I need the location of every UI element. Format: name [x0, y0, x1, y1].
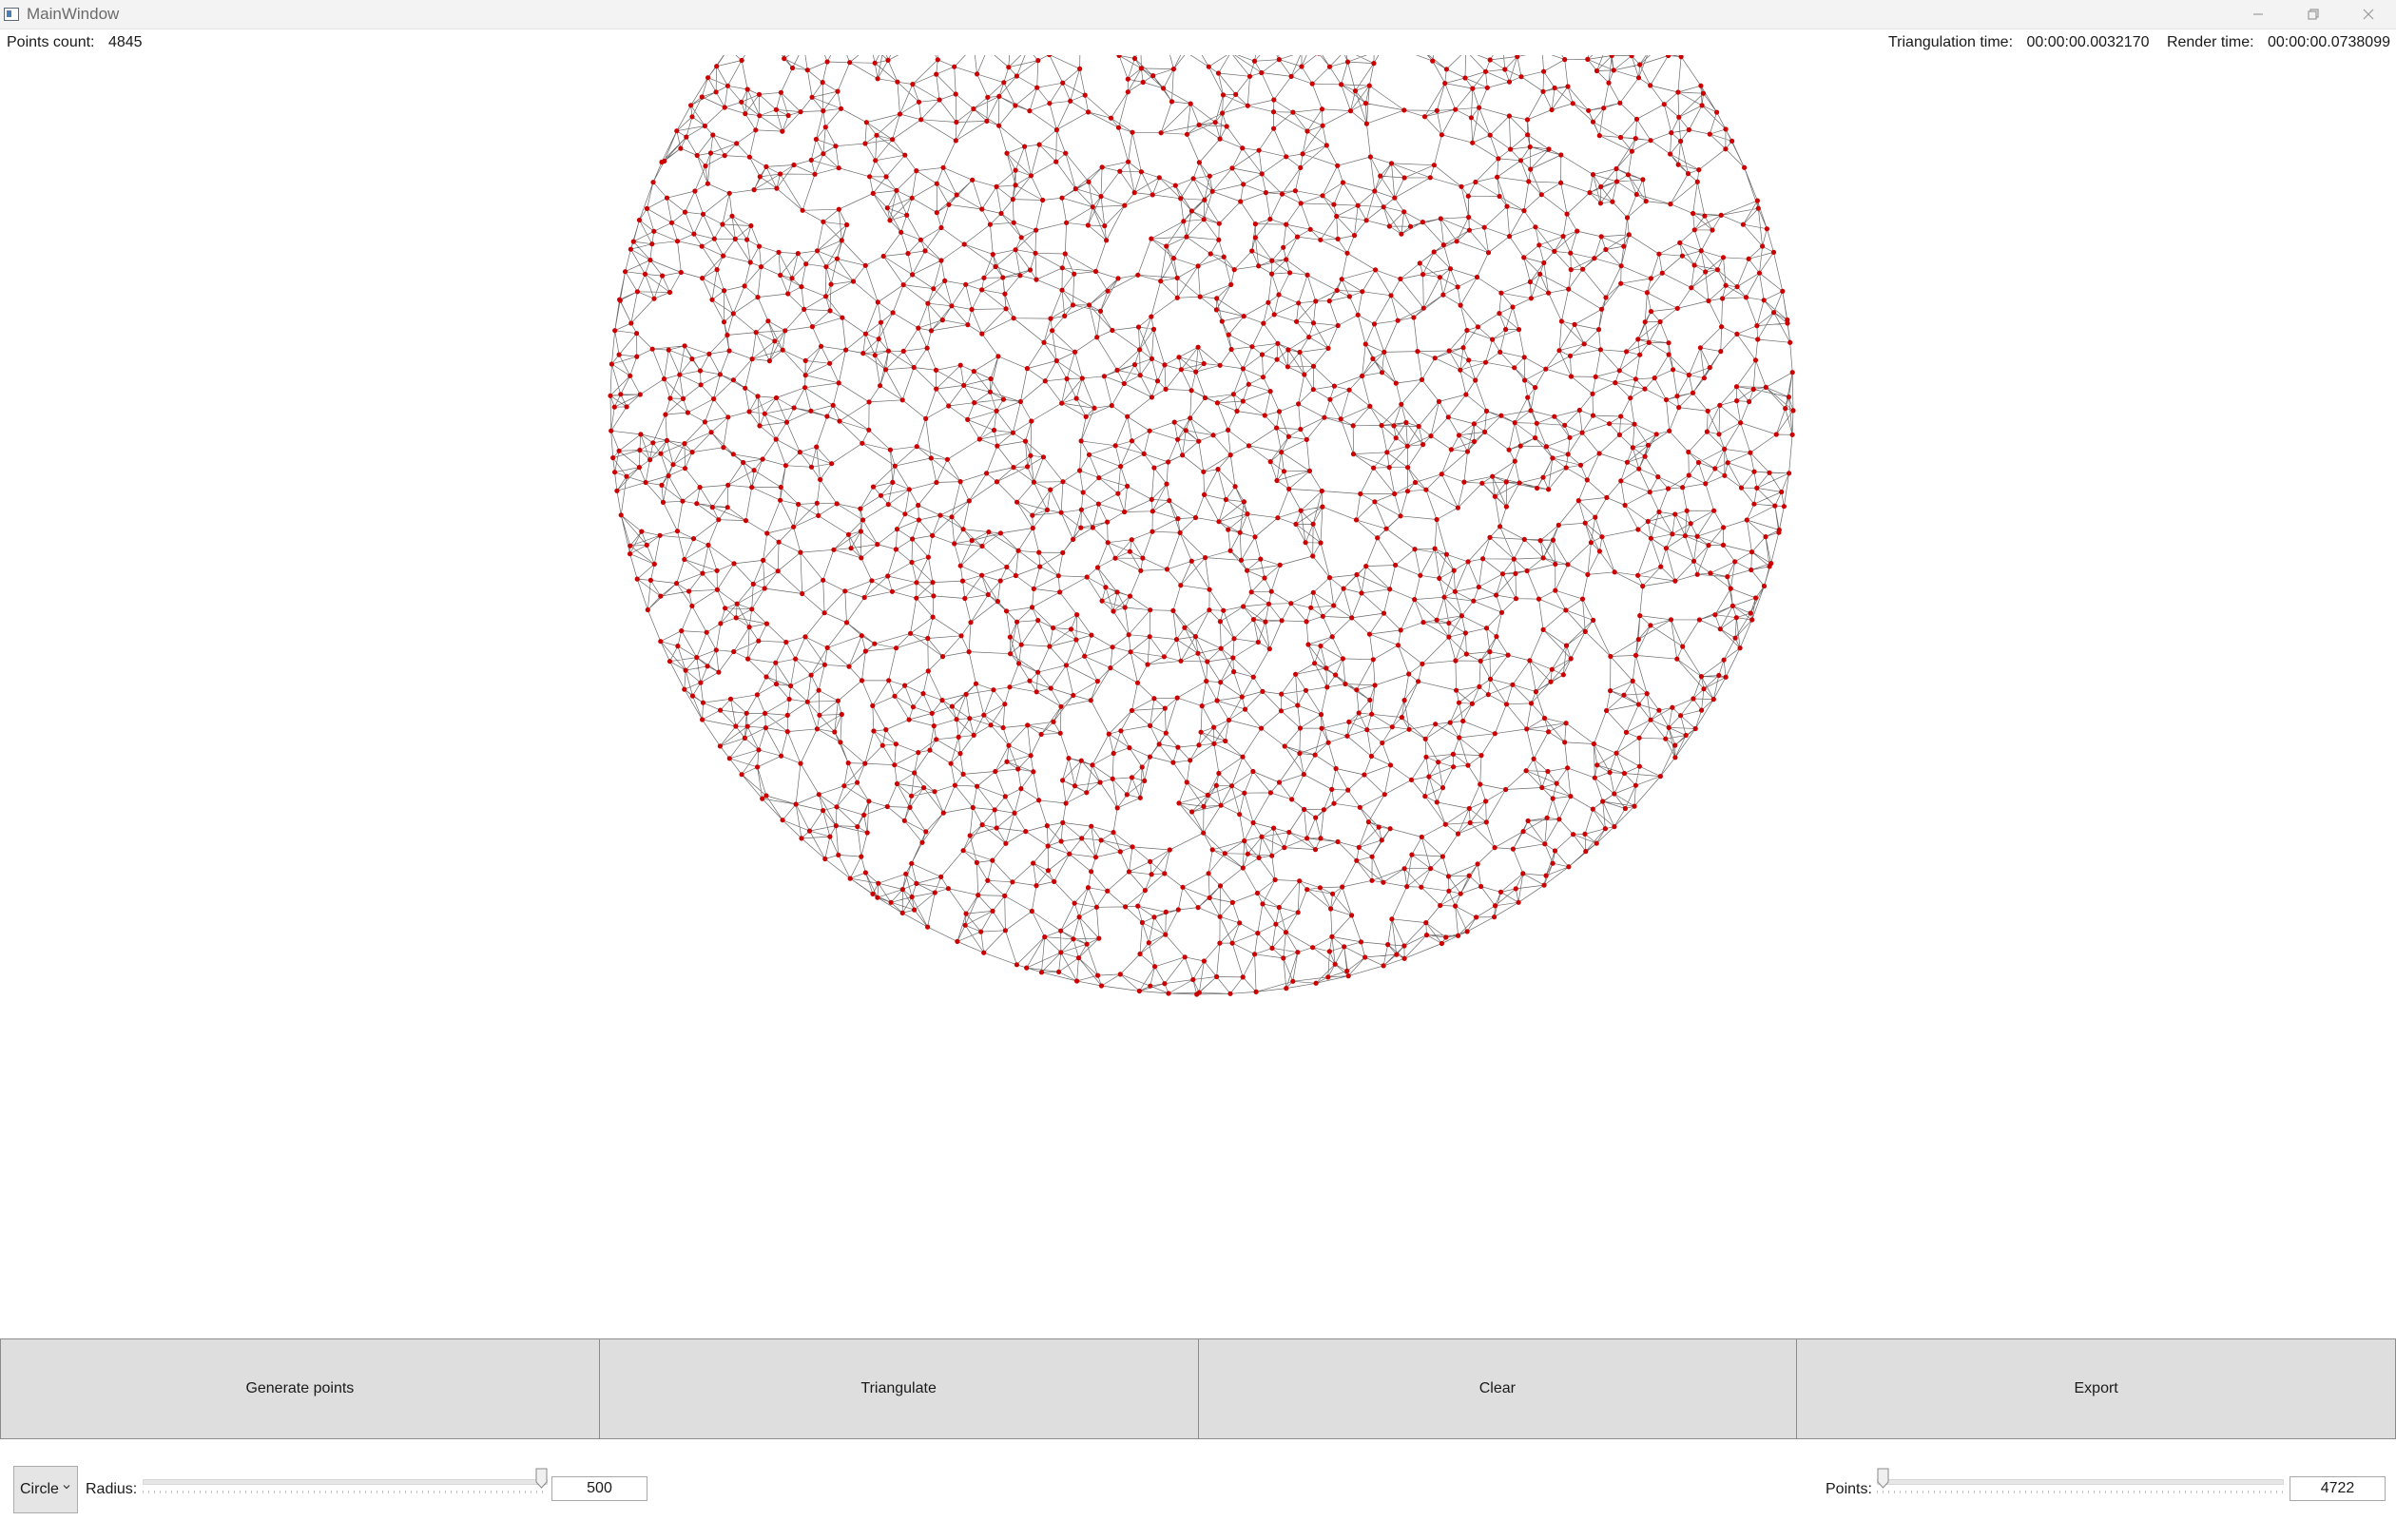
settings-row: Circle Radius: Points:: [0, 1439, 2396, 1540]
action-buttons: Generate points Triangulate Clear Export: [0, 1338, 2396, 1439]
points-count-value: 4845: [107, 34, 143, 50]
mesh-point-dots: [608, 55, 1796, 997]
points-count-label: Points count:: [7, 34, 95, 50]
triangulation-time-label: Triangulation time:: [1887, 34, 2014, 50]
shape-combobox-value: Circle: [20, 1481, 59, 1497]
restore-button[interactable]: [2286, 0, 2341, 29]
mesh-edge-lines: [609, 55, 1794, 995]
triangulation-time-value: 00:00:00.0032170: [2026, 34, 2150, 50]
close-icon: [2363, 9, 2374, 20]
window-controls: [2231, 0, 2396, 29]
export-button[interactable]: Export: [1797, 1338, 2396, 1439]
points-slider[interactable]: [1877, 1468, 2284, 1496]
triangulation-mesh: [608, 55, 1796, 997]
render-time-label: Render time:: [2166, 34, 2254, 50]
minimize-icon: [2253, 13, 2263, 15]
points-input[interactable]: [2290, 1476, 2386, 1501]
radius-slider[interactable]: [143, 1468, 548, 1496]
triangulation-canvas[interactable]: [0, 55, 2396, 1338]
clear-button[interactable]: Clear: [1198, 1338, 1798, 1439]
points-slider-track: [1877, 1479, 2284, 1485]
radius-slider-ticks: [143, 1491, 548, 1493]
generate-points-button[interactable]: Generate points: [0, 1338, 600, 1439]
points-label: Points:: [1826, 1481, 1872, 1497]
chevron-down-icon: [63, 1485, 70, 1490]
window-title: MainWindow: [27, 5, 120, 23]
triangulate-button[interactable]: Triangulate: [599, 1338, 1199, 1439]
restore-icon: [2308, 9, 2319, 20]
app-window-icon: [4, 8, 19, 21]
minimize-button[interactable]: [2231, 0, 2286, 29]
close-button[interactable]: [2341, 0, 2396, 29]
radius-input[interactable]: [551, 1476, 647, 1501]
shape-combobox[interactable]: Circle: [13, 1466, 78, 1513]
mesh-edges: [609, 55, 1794, 995]
radius-slider-thumb[interactable]: [535, 1468, 548, 1489]
render-time-value: 00:00:00.0738099: [2267, 34, 2390, 50]
title-bar: MainWindow: [0, 0, 2396, 29]
timing-group: Triangulation time: 00:00:00.0032170 Ren…: [1888, 34, 2390, 51]
points-slider-ticks: [1877, 1491, 2284, 1493]
radius-slider-track: [143, 1479, 548, 1485]
info-row: Points count: 4845 Triangulation time: 0…: [0, 32, 2396, 55]
points-slider-thumb[interactable]: [1877, 1468, 1889, 1489]
radius-label: Radius:: [86, 1481, 138, 1497]
points-count-group: Points count: 4845: [7, 34, 156, 51]
mesh-points: [608, 55, 1796, 997]
